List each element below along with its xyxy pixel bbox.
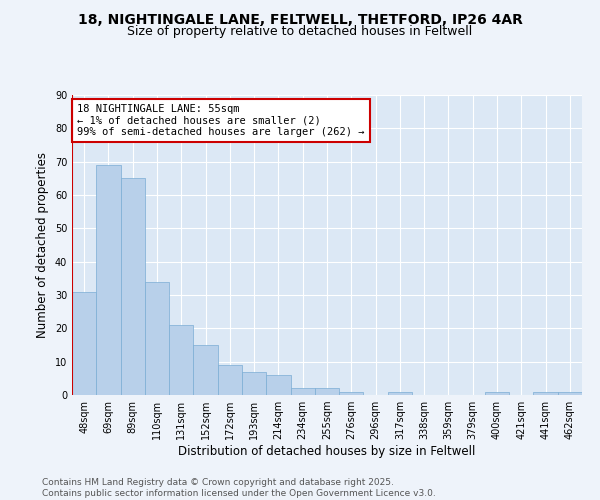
Text: Contains HM Land Registry data © Crown copyright and database right 2025.
Contai: Contains HM Land Registry data © Crown c… xyxy=(42,478,436,498)
Bar xyxy=(266,375,290,395)
Bar xyxy=(315,388,339,395)
Text: 18 NIGHTINGALE LANE: 55sqm
← 1% of detached houses are smaller (2)
99% of semi-d: 18 NIGHTINGALE LANE: 55sqm ← 1% of detac… xyxy=(77,104,365,137)
Bar xyxy=(169,325,193,395)
Bar xyxy=(218,365,242,395)
Bar xyxy=(558,392,582,395)
Text: Size of property relative to detached houses in Feltwell: Size of property relative to detached ho… xyxy=(127,25,473,38)
Bar xyxy=(388,392,412,395)
Bar xyxy=(242,372,266,395)
Bar xyxy=(193,345,218,395)
Text: 18, NIGHTINGALE LANE, FELTWELL, THETFORD, IP26 4AR: 18, NIGHTINGALE LANE, FELTWELL, THETFORD… xyxy=(77,12,523,26)
Bar xyxy=(339,392,364,395)
X-axis label: Distribution of detached houses by size in Feltwell: Distribution of detached houses by size … xyxy=(178,445,476,458)
Bar xyxy=(290,388,315,395)
Y-axis label: Number of detached properties: Number of detached properties xyxy=(36,152,49,338)
Bar xyxy=(485,392,509,395)
Bar xyxy=(121,178,145,395)
Bar xyxy=(145,282,169,395)
Bar xyxy=(96,165,121,395)
Bar xyxy=(533,392,558,395)
Bar xyxy=(72,292,96,395)
